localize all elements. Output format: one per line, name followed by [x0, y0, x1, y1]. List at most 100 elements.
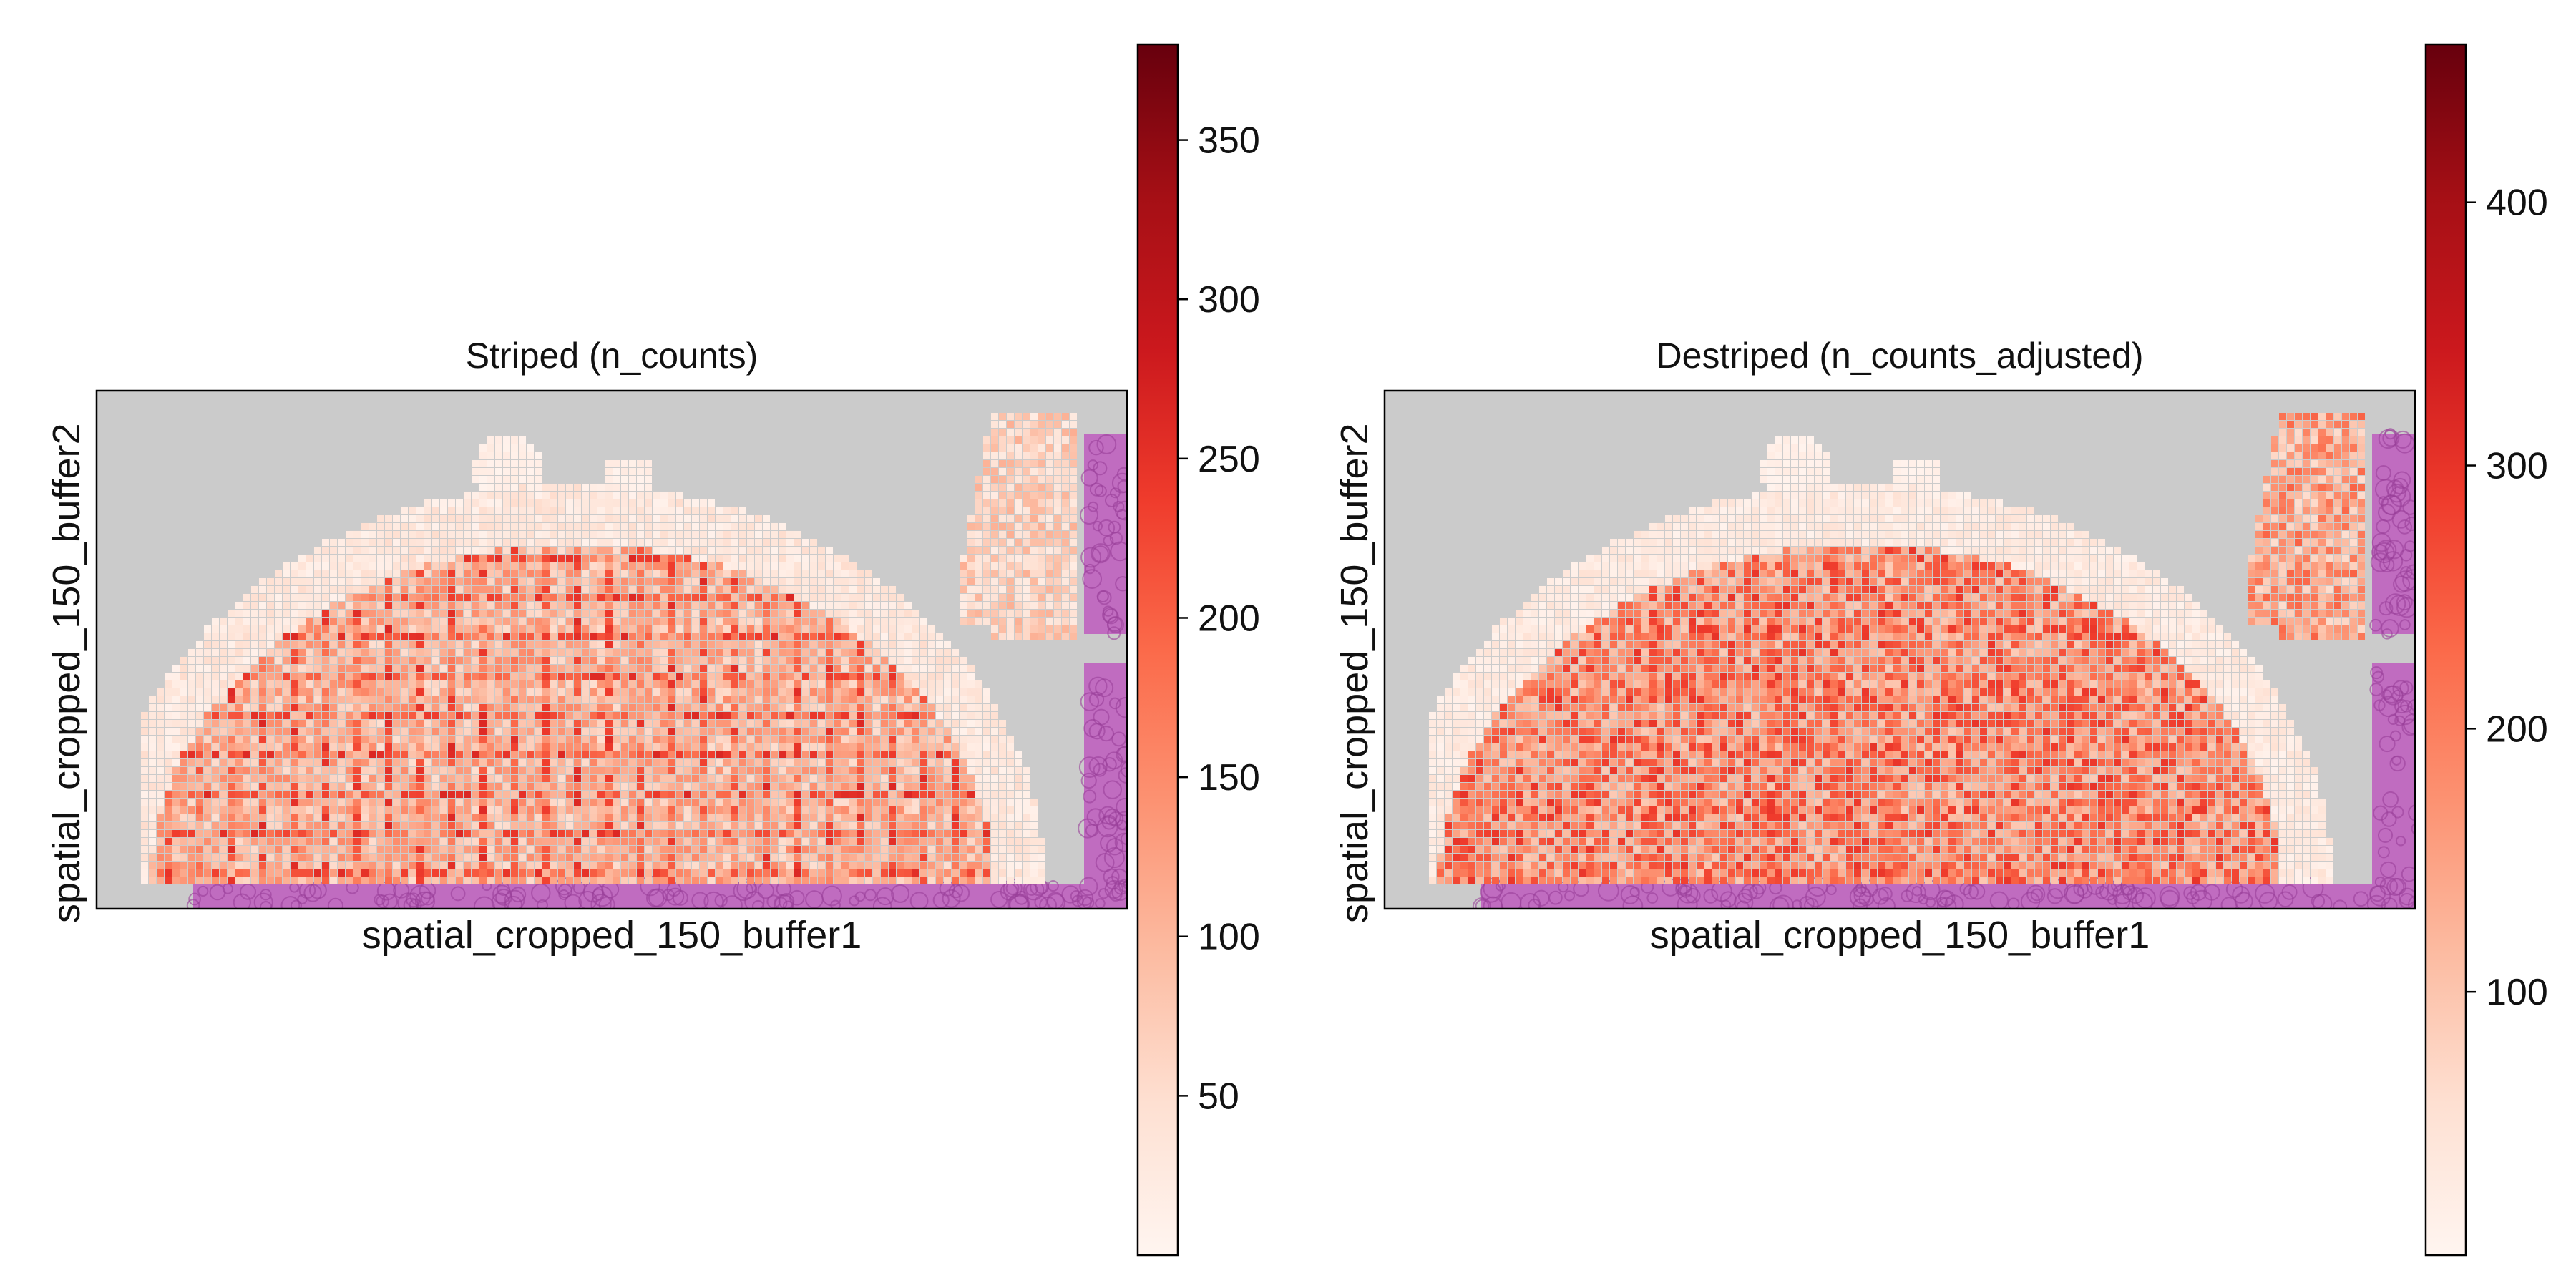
spot	[511, 696, 518, 703]
spot	[975, 728, 982, 735]
spot	[731, 704, 738, 711]
spot	[558, 775, 565, 782]
spot	[291, 720, 298, 727]
spot	[550, 743, 557, 751]
spot	[1015, 822, 1022, 829]
spot	[668, 578, 675, 585]
spot	[440, 846, 447, 853]
spot	[716, 696, 723, 703]
spot	[306, 775, 313, 782]
spot	[684, 783, 691, 790]
spot	[739, 696, 746, 703]
spot	[668, 838, 675, 845]
spot	[700, 767, 707, 774]
spot	[834, 704, 841, 711]
spot	[456, 507, 463, 514]
spot	[818, 688, 825, 696]
spot	[275, 625, 282, 633]
spot	[637, 539, 644, 546]
spot	[440, 751, 447, 758]
spot	[527, 673, 534, 680]
spot	[983, 570, 990, 577]
spot	[535, 507, 542, 514]
spot	[637, 775, 644, 782]
spot	[440, 539, 447, 546]
spot	[637, 578, 644, 585]
spot	[684, 814, 691, 821]
spot	[1015, 578, 1022, 585]
spot	[172, 814, 180, 821]
spot	[550, 610, 557, 617]
spot	[786, 728, 794, 735]
spot	[708, 759, 715, 766]
spot	[314, 641, 321, 648]
spot	[841, 743, 849, 751]
spot	[629, 570, 636, 577]
spot	[590, 499, 597, 507]
spot	[904, 783, 912, 790]
spot	[464, 743, 471, 751]
spot	[645, 484, 652, 491]
spot	[503, 751, 510, 758]
spot	[613, 680, 620, 688]
spot	[590, 736, 597, 743]
spot	[385, 602, 392, 609]
spot	[747, 586, 754, 593]
spot	[889, 767, 896, 774]
spot	[440, 688, 447, 696]
spot	[188, 680, 195, 688]
spot	[1007, 618, 1014, 625]
spot	[338, 775, 345, 782]
spot	[904, 759, 912, 766]
tissue-cell	[1102, 605, 1114, 617]
spot	[597, 618, 605, 625]
spot	[975, 570, 982, 577]
spot	[464, 712, 471, 719]
spot	[519, 555, 526, 562]
spot	[904, 641, 912, 648]
spot	[503, 736, 510, 743]
spot	[818, 649, 825, 656]
spot	[794, 743, 801, 751]
spot	[550, 751, 557, 758]
spot	[393, 555, 400, 562]
spot	[597, 492, 605, 499]
spot	[826, 767, 833, 774]
spot	[975, 555, 982, 562]
spot	[479, 649, 487, 656]
spot	[542, 775, 550, 782]
spot	[361, 736, 369, 743]
spot	[495, 791, 502, 798]
spot	[385, 539, 392, 546]
spot	[432, 736, 439, 743]
spot	[747, 673, 754, 680]
spot	[487, 736, 494, 743]
spot	[889, 806, 896, 814]
spot	[660, 791, 668, 798]
spot	[377, 799, 384, 806]
spot	[676, 570, 683, 577]
spot	[558, 499, 565, 507]
spot	[283, 775, 290, 782]
spot	[747, 728, 754, 735]
spot	[771, 641, 778, 648]
spot	[1038, 421, 1045, 428]
spot	[495, 499, 502, 507]
spot	[409, 712, 416, 719]
spot	[739, 570, 746, 577]
spot	[235, 657, 243, 664]
spot	[1007, 421, 1014, 428]
spot	[605, 696, 613, 703]
spot	[605, 547, 613, 554]
spot	[936, 720, 943, 727]
spot	[936, 822, 943, 829]
spot	[566, 610, 573, 617]
spot	[503, 791, 510, 798]
spot	[346, 759, 353, 766]
spot	[794, 539, 801, 546]
spot	[495, 799, 502, 806]
spot	[511, 775, 518, 782]
spot	[739, 578, 746, 585]
spot	[629, 791, 636, 798]
spot	[1062, 555, 1069, 562]
